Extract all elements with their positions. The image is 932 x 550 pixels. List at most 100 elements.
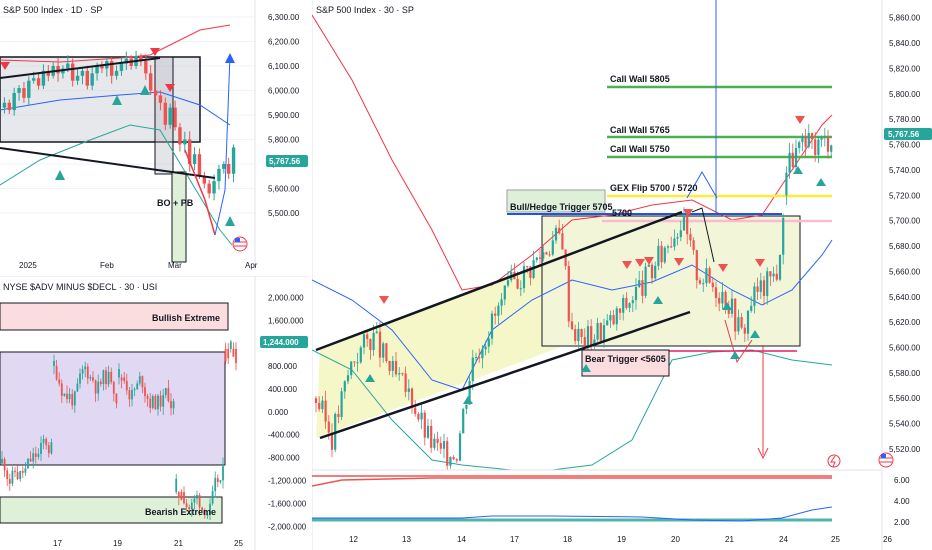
x-tick-label: Mar bbox=[168, 261, 182, 270]
x-tick-label: 13 bbox=[402, 535, 411, 544]
breadth-bar bbox=[164, 388, 167, 396]
candle-body bbox=[426, 425, 430, 438]
candle-body bbox=[458, 433, 462, 461]
candle-body bbox=[439, 442, 442, 449]
breadth-bar bbox=[211, 491, 214, 504]
candle-body bbox=[682, 215, 686, 231]
y-tick-label: -1,600.000 bbox=[268, 499, 307, 508]
sell-marker-icon bbox=[150, 48, 160, 56]
candle-body bbox=[119, 63, 124, 71]
breadth-bar bbox=[167, 388, 170, 401]
candle-body bbox=[153, 90, 158, 96]
x-tick-label: 18 bbox=[563, 535, 572, 544]
candle-body bbox=[551, 240, 554, 255]
candle-body bbox=[564, 249, 567, 267]
left-bottom-chart-svg[interactable]: NYSE $ADV MINUS $DECL · 30 · USI Bullish… bbox=[0, 276, 308, 550]
y-tick-label: 5,580.00 bbox=[889, 369, 921, 378]
candle-body bbox=[593, 339, 596, 346]
candle-body bbox=[772, 273, 775, 277]
buy-marker-icon bbox=[793, 166, 803, 174]
breadth-bar bbox=[45, 438, 48, 446]
candle-body bbox=[695, 250, 698, 281]
y-tick-label: 5,740.00 bbox=[889, 166, 921, 175]
bull-trigger-label: Bull/Hedge Trigger 5705 bbox=[510, 202, 613, 212]
breadth-bar bbox=[86, 366, 89, 379]
candle-body bbox=[452, 457, 455, 460]
candle-body bbox=[785, 172, 788, 196]
candle-body bbox=[673, 238, 676, 247]
y-tick-label: -400.000 bbox=[268, 431, 300, 440]
x-tick-label: 17 bbox=[510, 535, 519, 544]
candle-body bbox=[814, 139, 817, 155]
candle-body bbox=[433, 438, 436, 448]
candle-body bbox=[583, 337, 586, 348]
y-tick-label: 6,300.00 bbox=[268, 13, 300, 22]
sub-y-tick-label: 6.00 bbox=[894, 476, 910, 485]
candle-body bbox=[817, 139, 820, 155]
candle-body bbox=[791, 152, 794, 168]
candle-body bbox=[714, 287, 718, 299]
breadth-bar bbox=[235, 348, 237, 364]
candle-body bbox=[602, 325, 606, 341]
candle-body bbox=[202, 176, 207, 184]
breadth-bar bbox=[55, 366, 58, 380]
sub-y-tick-label: 4.00 bbox=[894, 497, 910, 506]
candle-body bbox=[609, 315, 612, 321]
candle-body bbox=[114, 70, 119, 76]
candle-body bbox=[522, 266, 526, 289]
candle-body bbox=[778, 254, 782, 280]
right-chart-panel[interactable]: S&P 500 Index · 30 · SP Call Wall 5805 C… bbox=[312, 0, 932, 550]
candle-body bbox=[830, 145, 833, 152]
left-bottom-value-label: 1,244.000 bbox=[263, 338, 299, 347]
right-chart-svg[interactable]: S&P 500 Index · 30 · SP Call Wall 5805 C… bbox=[312, 0, 932, 550]
candle-body bbox=[487, 338, 490, 347]
candle-body bbox=[369, 339, 372, 351]
candle-body bbox=[337, 413, 340, 417]
breadth-bar bbox=[232, 348, 235, 357]
candle-body bbox=[481, 349, 484, 359]
candle-body bbox=[462, 408, 465, 434]
candle-body bbox=[144, 61, 148, 74]
neutral-zone bbox=[0, 351, 226, 466]
candle-body bbox=[692, 240, 695, 251]
candle-body bbox=[217, 168, 221, 182]
breadth-bar bbox=[16, 472, 19, 480]
candle-body bbox=[794, 148, 798, 168]
breadth-bar bbox=[154, 396, 157, 410]
candle-body bbox=[535, 257, 538, 261]
buy-marker-icon bbox=[55, 170, 65, 180]
candle-body bbox=[391, 360, 394, 371]
buy-marker-icon bbox=[225, 216, 235, 226]
sell-marker-icon bbox=[635, 259, 645, 267]
candle-body bbox=[676, 237, 679, 239]
middle-band bbox=[312, 239, 833, 391]
right-chart-title: S&P 500 Index · 30 · SP bbox=[316, 5, 414, 15]
candle-body bbox=[359, 347, 362, 363]
buy-marker-icon bbox=[750, 330, 760, 338]
y-tick-label: 5,760.00 bbox=[889, 141, 921, 150]
call-wall-5750-label: Call Wall 5750 bbox=[610, 144, 670, 154]
y-tick-label: 6,000.00 bbox=[268, 87, 300, 96]
lightning-icon[interactable] bbox=[827, 454, 841, 468]
y-tick-label: 5,560.00 bbox=[889, 394, 921, 403]
call-wall-5765-label: Call Wall 5765 bbox=[610, 125, 670, 135]
candle-body bbox=[56, 66, 60, 74]
y-tick-label: 5,840.00 bbox=[889, 39, 921, 48]
x-tick-label: 25 bbox=[831, 535, 840, 544]
breadth-bar bbox=[89, 377, 92, 379]
left-top-chart-panel[interactable]: S&P 500 Index · 1D · SP BO + PB 6,300.00… bbox=[0, 0, 308, 270]
left-top-chart-svg[interactable]: S&P 500 Index · 1D · SP BO + PB 6,300.00… bbox=[0, 0, 308, 270]
candle-body bbox=[178, 127, 182, 145]
left-bottom-chart-panel[interactable]: NYSE $ADV MINUS $DECL · 30 · USI Bullish… bbox=[0, 276, 308, 550]
candle-body bbox=[22, 88, 26, 98]
breadth-bar bbox=[3, 459, 6, 471]
candle-body bbox=[346, 375, 350, 382]
candle-body bbox=[90, 73, 94, 86]
candle-body bbox=[769, 271, 772, 277]
breadth-bar bbox=[170, 400, 172, 409]
candle-body bbox=[753, 286, 756, 306]
candle-body bbox=[124, 58, 129, 64]
candle-body bbox=[503, 285, 506, 300]
y-tick-label: 5,800.00 bbox=[889, 90, 921, 99]
breadth-bar bbox=[136, 383, 139, 390]
